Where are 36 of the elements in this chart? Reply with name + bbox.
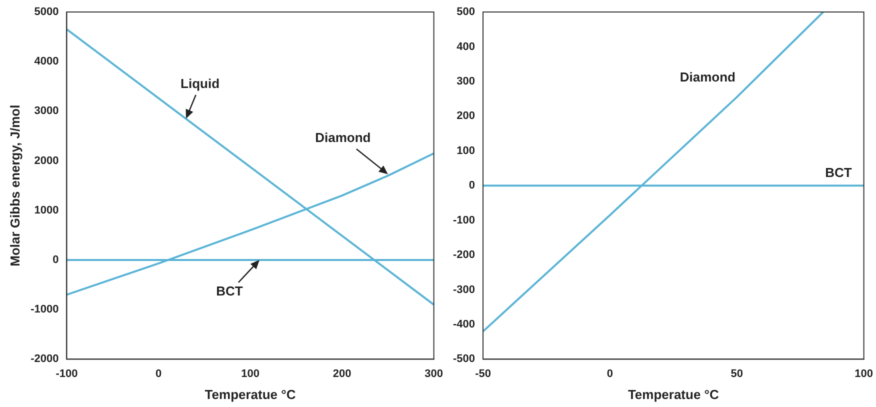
y-axis-title: Molar Gibbs energy, J/mol xyxy=(7,104,22,266)
y-tick-label: 200 xyxy=(456,110,476,122)
x-tick-label: 100 xyxy=(854,368,874,380)
y-tick-label: 2000 xyxy=(34,154,59,167)
annotation: BCT xyxy=(825,165,852,180)
x-tick-label: -50 xyxy=(475,368,491,380)
y-tick-label: -300 xyxy=(452,284,476,296)
y-tick-label: 0 xyxy=(468,180,476,192)
x-tick-label: 200 xyxy=(332,368,352,380)
y-tick-label: 0 xyxy=(52,254,59,266)
x-tick-label: -100 xyxy=(56,368,78,380)
y-tick-label: 5000 xyxy=(34,6,59,18)
x-tick-label: 100 xyxy=(241,368,260,380)
y-tick-label: -2000 xyxy=(30,353,59,366)
y-tick-label: 3000 xyxy=(34,105,59,118)
y-tick-label: 400 xyxy=(456,40,476,53)
annotation: Liquid xyxy=(180,76,220,92)
x-axis-title: Temperatue °C xyxy=(204,386,296,402)
annotation: BCT xyxy=(216,284,243,299)
x-tick-label: 0 xyxy=(606,368,614,380)
y-tick-label: 300 xyxy=(456,75,476,88)
x-tick-label: 0 xyxy=(155,368,162,380)
y-tick-label: 4000 xyxy=(34,56,59,68)
y-tick-label: 1000 xyxy=(34,204,59,216)
x-axis-title: Temperatue °C xyxy=(628,386,720,402)
y-tick-label: -500 xyxy=(452,353,476,366)
x-tick-label: 50 xyxy=(730,368,744,380)
y-tick-label: 100 xyxy=(456,144,476,157)
annotation: Diamond xyxy=(680,70,736,85)
y-tick-label: -200 xyxy=(452,249,476,262)
y-tick-label: -100 xyxy=(452,214,476,226)
x-tick-label: 300 xyxy=(424,368,444,380)
y-tick-label: -400 xyxy=(452,318,476,331)
annotation: Diamond xyxy=(315,130,371,145)
y-tick-label: -1000 xyxy=(30,304,59,316)
y-tick-label: 500 xyxy=(456,6,476,18)
